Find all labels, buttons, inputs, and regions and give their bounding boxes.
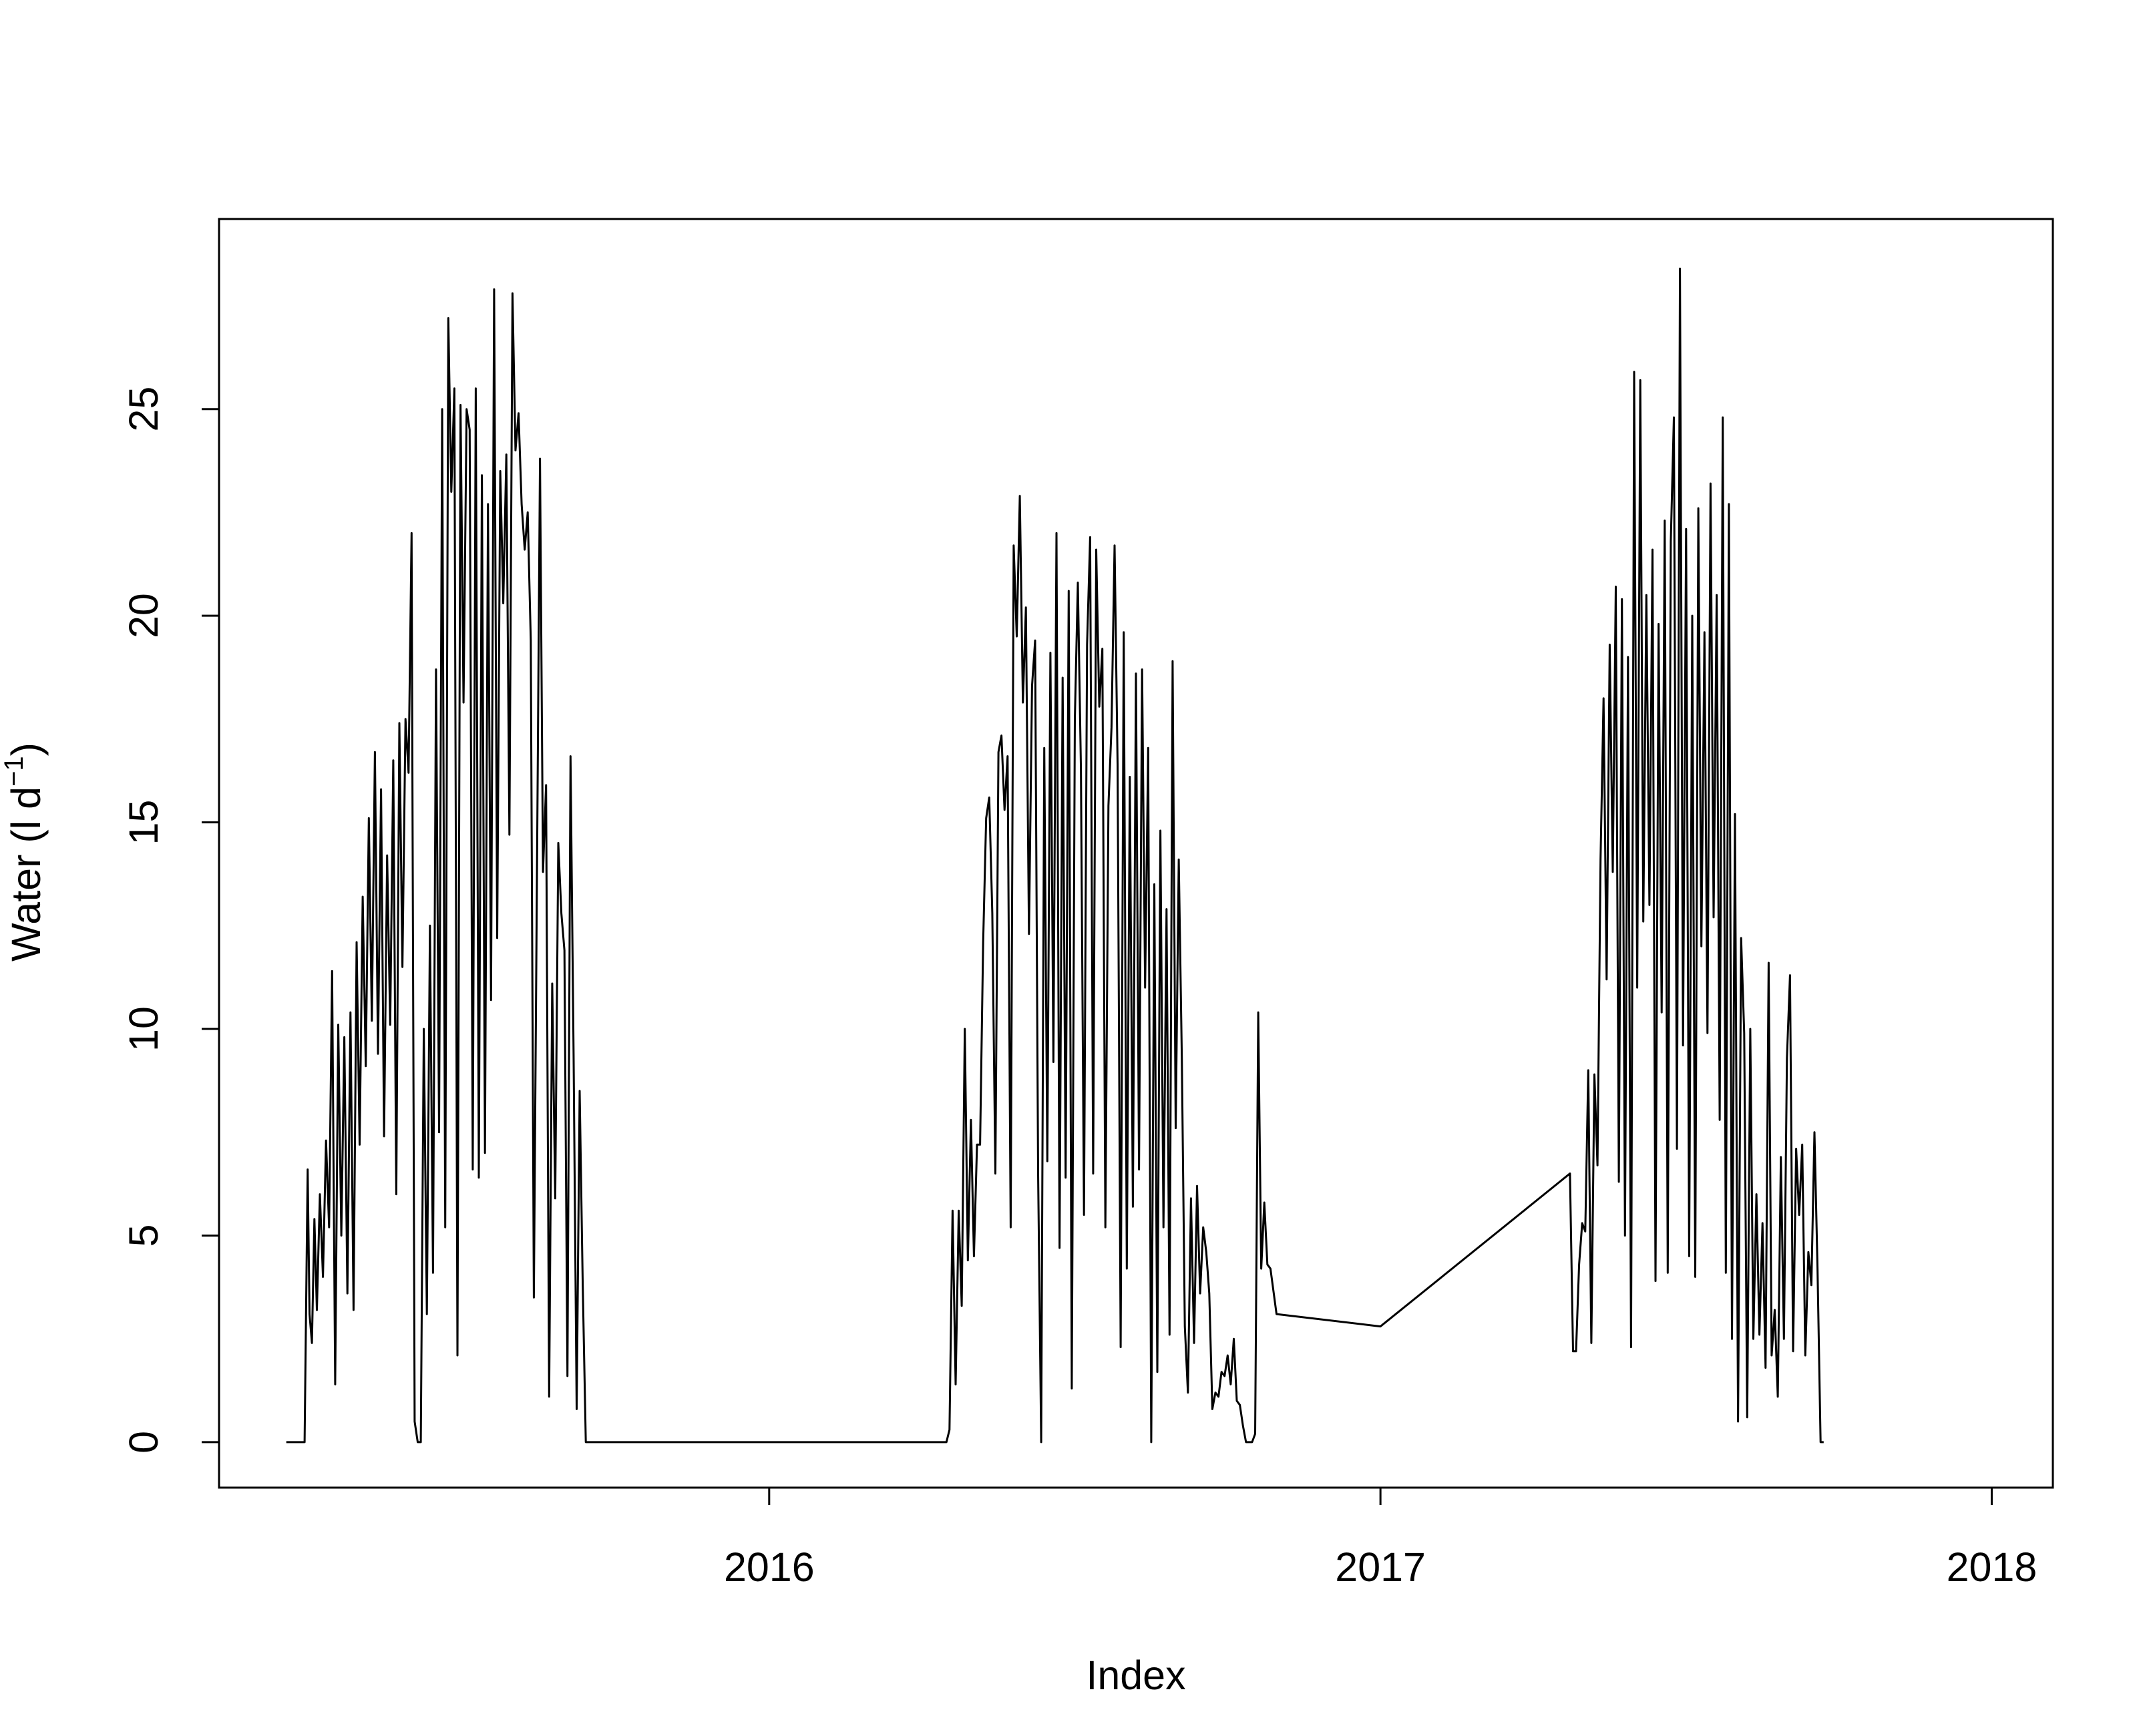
x-tick-label: 2018: [1947, 1544, 2037, 1590]
y-axis-label-main: Water (l d: [3, 787, 49, 961]
series-line-water: [286, 267, 1824, 1444]
x-tick-label: 2016: [724, 1544, 815, 1590]
y-tick-label: 0: [121, 1431, 166, 1454]
x-axis: 2016 2017 2018: [724, 1486, 2037, 1590]
y-axis-label: Water (l d−1): [0, 742, 49, 961]
x-tick-label: 2017: [1335, 1544, 1426, 1590]
y-tick-label: 20: [121, 593, 166, 638]
y-tick-label: 25: [121, 387, 166, 432]
y-tick-label: 10: [121, 1006, 166, 1052]
y-tick-label: 15: [121, 800, 166, 845]
x-axis-label: Index: [1086, 1653, 1185, 1698]
y-tick-label: 5: [121, 1225, 166, 1247]
y-axis-label-close: ): [3, 742, 49, 756]
series-layer: [286, 267, 1824, 1444]
y-axis: 0 5 10 15 20 25: [121, 387, 220, 1454]
y-axis-label-superscript: −1: [0, 756, 29, 787]
